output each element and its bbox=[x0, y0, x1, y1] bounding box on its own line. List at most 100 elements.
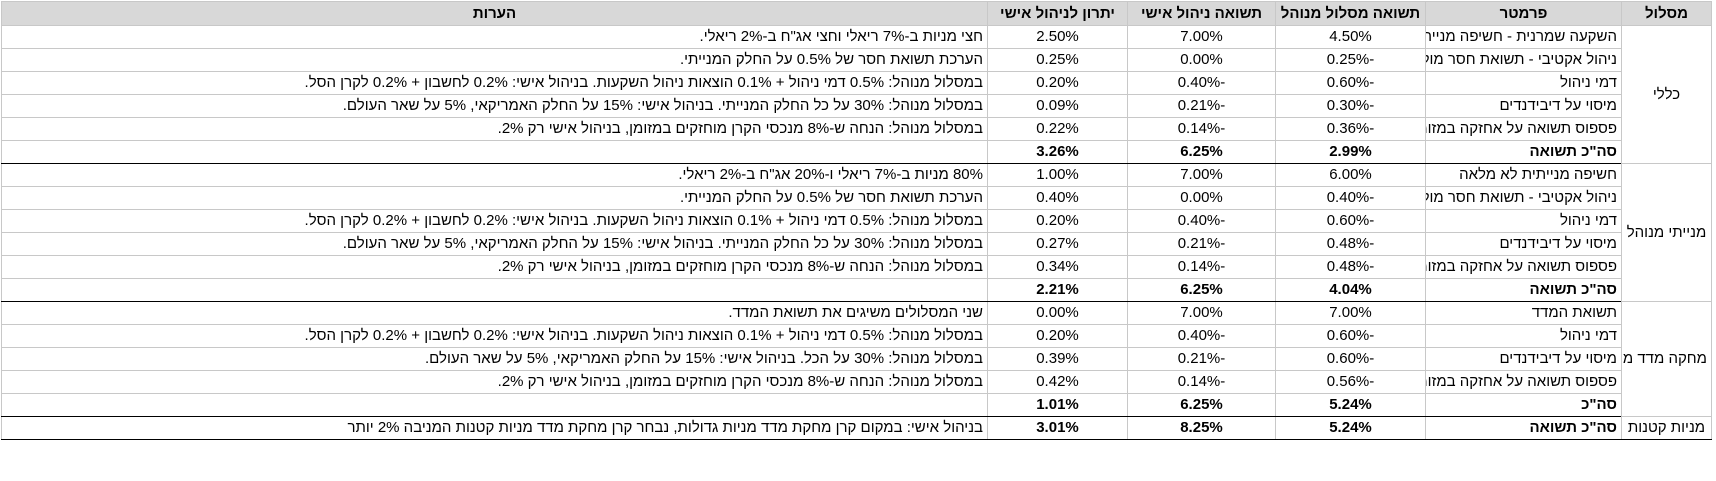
self-return-cell[interactable]: -0.40% bbox=[1127, 324, 1276, 348]
notes-cell[interactable]: במסלול מנוהל: 0.5% דמי ניהול + 0.1% הוצא… bbox=[1, 209, 988, 233]
parameter-cell[interactable]: חשיפה מנייתית לא מלאה bbox=[1425, 163, 1622, 187]
managed-return-cell[interactable]: -0.60% bbox=[1275, 209, 1426, 233]
self-return-cell[interactable]: 0.00% bbox=[1127, 48, 1276, 72]
total-label-cell[interactable]: סה"כ תשואה bbox=[1425, 278, 1622, 302]
self-return-cell[interactable]: -0.14% bbox=[1127, 255, 1276, 279]
managed-return-cell[interactable]: -0.48% bbox=[1275, 232, 1426, 256]
self-return-cell[interactable]: 7.00% bbox=[1127, 301, 1276, 325]
self-return-cell[interactable]: -0.21% bbox=[1127, 94, 1276, 118]
advantage-cell[interactable]: 0.20% bbox=[987, 71, 1128, 95]
total-label-cell[interactable]: סה"כ bbox=[1425, 393, 1622, 417]
track-name-cell[interactable]: מניות קטנות bbox=[1621, 416, 1712, 440]
parameter-cell[interactable]: מיסוי על דיבידנדים bbox=[1425, 232, 1622, 256]
managed-return-cell[interactable]: -0.60% bbox=[1275, 71, 1426, 95]
self-return-cell[interactable]: -0.40% bbox=[1127, 209, 1276, 233]
notes-cell[interactable]: במסלול מנוהל: 30% על כל החלק המנייתי. בנ… bbox=[1, 94, 988, 118]
self-return-cell[interactable]: 7.00% bbox=[1127, 163, 1276, 187]
total-advantage-cell[interactable]: 3.01% bbox=[987, 416, 1128, 440]
header-parameter[interactable]: פרמטר bbox=[1425, 1, 1622, 26]
managed-return-cell[interactable]: -0.56% bbox=[1275, 370, 1426, 394]
self-return-cell[interactable]: 0.00% bbox=[1127, 186, 1276, 210]
advantage-cell[interactable]: 0.42% bbox=[987, 370, 1128, 394]
self-return-cell[interactable]: -0.40% bbox=[1127, 71, 1276, 95]
advantage-cell[interactable]: 0.09% bbox=[987, 94, 1128, 118]
total-managed-cell[interactable]: 5.24% bbox=[1275, 416, 1426, 440]
advantage-cell[interactable]: 2.50% bbox=[987, 25, 1128, 49]
header-notes[interactable]: הערות bbox=[1, 1, 988, 26]
managed-return-cell[interactable]: 7.00% bbox=[1275, 301, 1426, 325]
total-notes-cell[interactable] bbox=[1, 140, 988, 164]
parameter-cell[interactable]: פספוס תשואה על אחזקה במזומן bbox=[1425, 370, 1622, 394]
advantage-cell[interactable]: 0.00% bbox=[987, 301, 1128, 325]
track-name-cell[interactable]: מחקה מדד מובנה bbox=[1621, 301, 1712, 417]
parameter-cell[interactable]: השקעה שמרנית - חשיפה מנייתית נמוכה bbox=[1425, 25, 1622, 49]
total-self-cell[interactable]: 6.25% bbox=[1127, 393, 1276, 417]
advantage-cell[interactable]: 0.40% bbox=[987, 186, 1128, 210]
managed-return-cell[interactable]: 6.00% bbox=[1275, 163, 1426, 187]
parameter-cell[interactable]: מיסוי על דיבידנדים bbox=[1425, 94, 1622, 118]
total-managed-cell[interactable]: 5.24% bbox=[1275, 393, 1426, 417]
notes-cell[interactable]: חצי מניות ב-7% ריאלי וחצי אג"ח ב-2% ריאל… bbox=[1, 25, 988, 49]
parameter-cell[interactable]: דמי ניהול bbox=[1425, 71, 1622, 95]
advantage-cell[interactable]: 0.27% bbox=[987, 232, 1128, 256]
parameter-cell[interactable]: תשואת המדד bbox=[1425, 301, 1622, 325]
notes-cell[interactable]: שני המסלולים משיגים את תשואת המדד. bbox=[1, 301, 988, 325]
total-advantage-cell[interactable]: 1.01% bbox=[987, 393, 1128, 417]
managed-return-cell[interactable]: -0.60% bbox=[1275, 324, 1426, 348]
notes-cell[interactable]: במסלול מנוהל: הנחה ש-8% מנכסי הקרן מוחזק… bbox=[1, 255, 988, 279]
parameter-cell[interactable]: מיסוי על דיבידנדים bbox=[1425, 347, 1622, 371]
advantage-cell[interactable]: 0.39% bbox=[987, 347, 1128, 371]
header-track[interactable]: מסלול bbox=[1621, 1, 1712, 26]
notes-cell[interactable]: במסלול מנוהל: 30% על כל החלק המנייתי. בנ… bbox=[1, 232, 988, 256]
total-self-cell[interactable]: 6.25% bbox=[1127, 278, 1276, 302]
total-label-cell[interactable]: סה"כ תשואה bbox=[1425, 416, 1622, 440]
advantage-cell[interactable]: 0.22% bbox=[987, 117, 1128, 141]
total-self-cell[interactable]: 8.25% bbox=[1127, 416, 1276, 440]
managed-return-cell[interactable]: -0.60% bbox=[1275, 347, 1426, 371]
self-return-cell[interactable]: -0.21% bbox=[1127, 232, 1276, 256]
parameter-cell[interactable]: פספוס תשואה על אחזקה במזומן bbox=[1425, 255, 1622, 279]
notes-cell[interactable]: במסלול מנוהל: 0.5% דמי ניהול + 0.1% הוצא… bbox=[1, 71, 988, 95]
total-notes-cell[interactable] bbox=[1, 278, 988, 302]
total-managed-cell[interactable]: 2.99% bbox=[1275, 140, 1426, 164]
advantage-cell[interactable]: 0.20% bbox=[987, 324, 1128, 348]
advantage-cell[interactable]: 0.34% bbox=[987, 255, 1128, 279]
track-name-cell[interactable]: מנייתי מנוהל bbox=[1621, 163, 1712, 302]
track-name-cell[interactable]: כללי bbox=[1621, 25, 1712, 164]
self-return-cell[interactable]: -0.14% bbox=[1127, 117, 1276, 141]
notes-cell[interactable]: במסלול מנוהל: הנחה ש-8% מנכסי הקרן מוחזק… bbox=[1, 370, 988, 394]
managed-return-cell[interactable]: -0.40% bbox=[1275, 186, 1426, 210]
notes-cell[interactable]: בניהול אישי: במקום קרן מחקת מדד מניות גד… bbox=[1, 416, 988, 440]
header-self-return[interactable]: תשואה ניהול אישי bbox=[1127, 1, 1276, 26]
parameter-cell[interactable]: פספוס תשואה על אחזקה במזומן bbox=[1425, 117, 1622, 141]
notes-cell[interactable]: במסלול מנוהל: הנחה ש-8% מנכסי הקרן מוחזק… bbox=[1, 117, 988, 141]
managed-return-cell[interactable]: -0.30% bbox=[1275, 94, 1426, 118]
notes-cell[interactable]: הערכת תשואת חסר של 0.5% על החלק המנייתי. bbox=[1, 48, 988, 72]
total-notes-cell[interactable] bbox=[1, 393, 988, 417]
total-advantage-cell[interactable]: 2.21% bbox=[987, 278, 1128, 302]
total-self-cell[interactable]: 6.25% bbox=[1127, 140, 1276, 164]
notes-cell[interactable]: במסלול מנוהל: 30% על הכל. בניהול אישי: 1… bbox=[1, 347, 988, 371]
managed-return-cell[interactable]: -0.48% bbox=[1275, 255, 1426, 279]
advantage-cell[interactable]: 0.20% bbox=[987, 209, 1128, 233]
managed-return-cell[interactable]: -0.25% bbox=[1275, 48, 1426, 72]
notes-cell[interactable]: הערכת תשואת חסר של 0.5% על החלק המנייתי. bbox=[1, 186, 988, 210]
advantage-cell[interactable]: 0.25% bbox=[987, 48, 1128, 72]
managed-return-cell[interactable]: 4.50% bbox=[1275, 25, 1426, 49]
total-label-cell[interactable]: סה"כ תשואה bbox=[1425, 140, 1622, 164]
parameter-cell[interactable]: דמי ניהול bbox=[1425, 209, 1622, 233]
parameter-cell[interactable]: דמי ניהול bbox=[1425, 324, 1622, 348]
total-managed-cell[interactable]: 4.04% bbox=[1275, 278, 1426, 302]
notes-cell[interactable]: במסלול מנוהל: 0.5% דמי ניהול + 0.1% הוצא… bbox=[1, 324, 988, 348]
total-advantage-cell[interactable]: 3.26% bbox=[987, 140, 1128, 164]
advantage-cell[interactable]: 1.00% bbox=[987, 163, 1128, 187]
self-return-cell[interactable]: 7.00% bbox=[1127, 25, 1276, 49]
self-return-cell[interactable]: -0.14% bbox=[1127, 370, 1276, 394]
managed-return-cell[interactable]: -0.36% bbox=[1275, 117, 1426, 141]
header-advantage[interactable]: יתרון לניהול אישי bbox=[987, 1, 1128, 26]
notes-cell[interactable]: 80% מניות ב-7% ריאלי ו-20% אג"ח ב-2% ריא… bbox=[1, 163, 988, 187]
parameter-cell[interactable]: ניהול אקטיבי - תשואת חסר מול המדד bbox=[1425, 186, 1622, 210]
self-return-cell[interactable]: -0.21% bbox=[1127, 347, 1276, 371]
header-managed-return[interactable]: תשואה מסלול מנוהל bbox=[1275, 1, 1426, 26]
parameter-cell[interactable]: ניהול אקטיבי - תשואת חסר מול המדד bbox=[1425, 48, 1622, 72]
